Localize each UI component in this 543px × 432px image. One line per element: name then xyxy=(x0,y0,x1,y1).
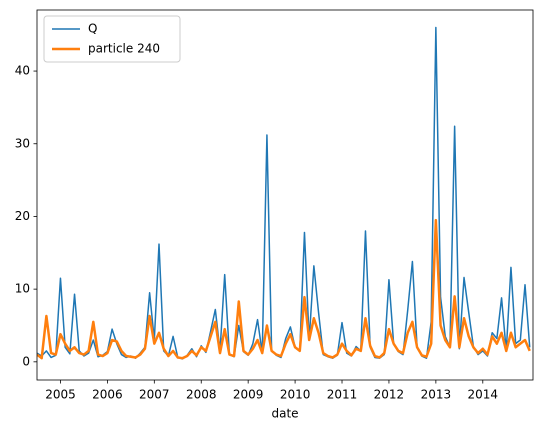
x-tick-label: 2008 xyxy=(186,388,217,402)
y-tick-label: 40 xyxy=(15,64,30,78)
x-tick-label: 2013 xyxy=(421,388,452,402)
x-axis-label: date xyxy=(271,407,298,421)
legend-label: Q xyxy=(88,22,97,36)
x-tick-label: 2010 xyxy=(280,388,311,402)
y-tick-label: 0 xyxy=(22,354,30,368)
y-tick-label: 20 xyxy=(15,209,30,223)
series-line xyxy=(37,218,531,360)
x-tick-label: 2009 xyxy=(233,388,264,402)
x-tick-label: 2011 xyxy=(327,388,358,402)
x-tick-label: 2005 xyxy=(45,388,76,402)
plot-frame xyxy=(36,9,534,381)
legend-label: particle 240 xyxy=(88,42,160,56)
legend-box xyxy=(43,15,181,63)
x-tick-label: 2012 xyxy=(374,388,405,402)
x-tick-label: 2007 xyxy=(139,388,170,402)
x-tick-label: 2014 xyxy=(468,388,499,402)
y-tick-label: 10 xyxy=(15,282,30,296)
y-tick-label: 30 xyxy=(15,136,30,150)
x-tick-label: 2006 xyxy=(92,388,123,402)
